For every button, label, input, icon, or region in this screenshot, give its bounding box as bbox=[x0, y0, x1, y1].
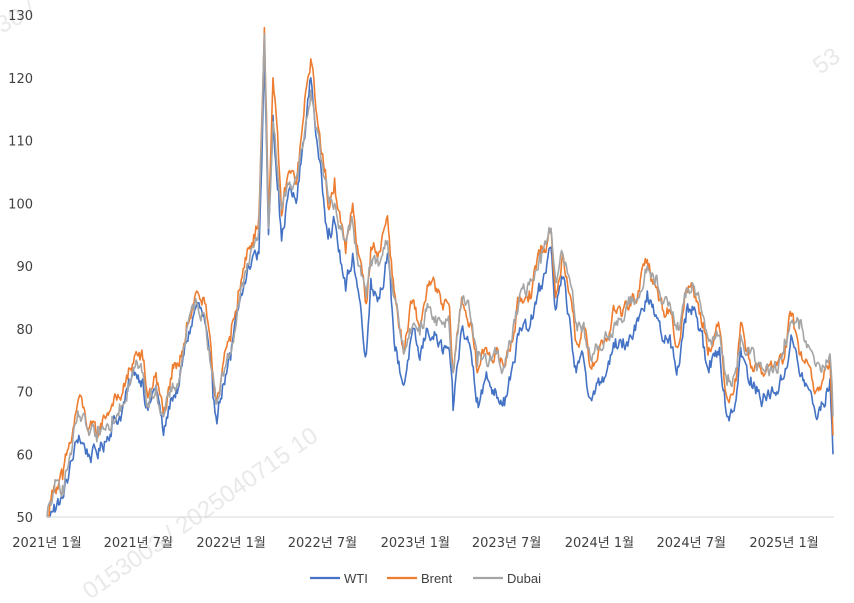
x-tick-label: 2025년 1월 bbox=[749, 536, 818, 551]
y-tick-label: 70 bbox=[16, 386, 33, 401]
x-tick-label: 2024년 7월 bbox=[657, 536, 726, 551]
x-tick-label: 2021년 7월 bbox=[104, 536, 173, 551]
y-tick-label: 120 bbox=[8, 72, 33, 87]
x-tick-label: 2022년 7월 bbox=[288, 536, 357, 551]
y-tick-label: 90 bbox=[16, 260, 33, 275]
x-tick-label: 2023년 7월 bbox=[472, 536, 541, 551]
y-tick-label: 110 bbox=[8, 135, 33, 150]
watermark-text: 0153003 / 2025040715 10 bbox=[78, 422, 323, 603]
series-layer bbox=[46, 26, 834, 518]
legend-label-brent: Brent bbox=[421, 571, 452, 586]
series-line-wti bbox=[47, 58, 834, 518]
y-tick-label: 100 bbox=[8, 197, 33, 212]
y-axis-tick-labels: 50 60 70 80 90 100 110 120 130 bbox=[8, 9, 33, 526]
x-tick-label: 2024년 1월 bbox=[565, 536, 634, 551]
x-tick-label: 2021년 1월 bbox=[12, 536, 81, 551]
y-tick-label: 80 bbox=[16, 323, 33, 338]
legend: WTI Brent Dubai bbox=[310, 571, 541, 586]
legend-label-wti: WTI bbox=[344, 571, 368, 586]
watermark-text: 53 bbox=[808, 42, 845, 79]
y-tick-label: 50 bbox=[16, 511, 33, 526]
legend-label-dubai: Dubai bbox=[507, 571, 541, 586]
y-tick-label: 130 bbox=[8, 9, 33, 24]
series-line-dubai bbox=[46, 33, 834, 518]
y-tick-label: 60 bbox=[16, 448, 33, 463]
x-axis-tick-labels: 2021년 1월 2021년 7월 2022년 1월 2022년 7월 2023년 1월… bbox=[12, 536, 818, 551]
x-tick-label: 2023년 1월 bbox=[381, 536, 450, 551]
series-line-brent bbox=[46, 26, 834, 518]
x-tick-label: 2022년 1월 bbox=[196, 536, 265, 551]
